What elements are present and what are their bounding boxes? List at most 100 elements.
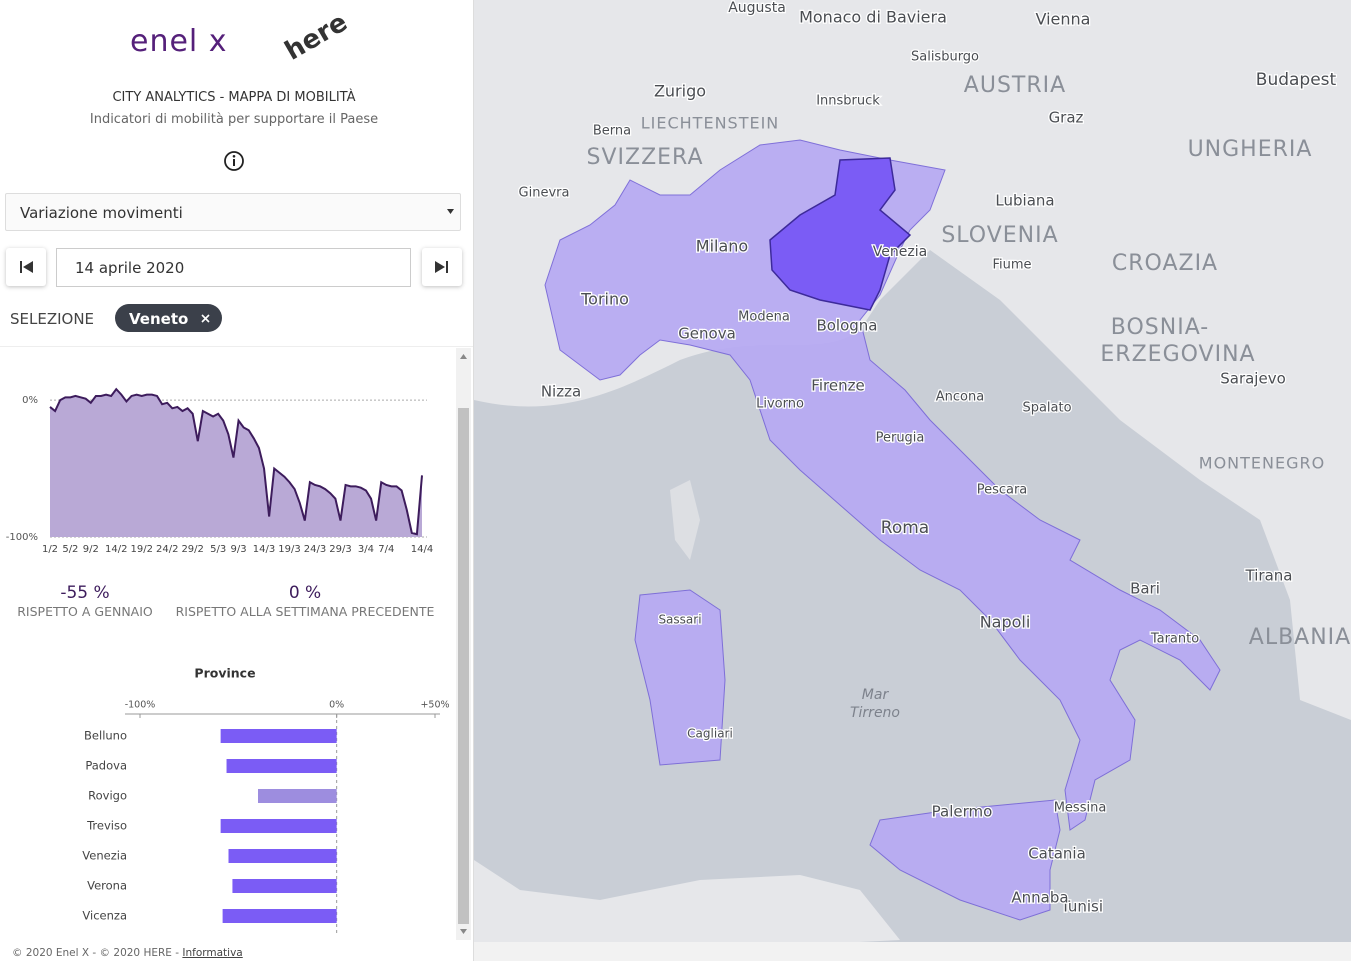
map-label: Annaba — [1011, 889, 1068, 907]
map-label: Budapest — [1256, 70, 1337, 90]
x-tick-label: 14/4 — [411, 544, 433, 555]
area — [50, 389, 422, 537]
bar — [220, 729, 337, 743]
x-tick-label: 3/4 — [358, 544, 374, 555]
map-label: Salisburgo — [911, 50, 979, 65]
map-label: Milano — [696, 237, 748, 256]
map-label: Genova — [678, 325, 736, 343]
map-label: Modena — [738, 310, 790, 325]
map-label: Innsbruck — [816, 94, 880, 109]
bar — [258, 789, 337, 803]
y-tick-label: 0% — [22, 395, 38, 406]
x-tick-label: 24/2 — [156, 544, 178, 555]
chip-remove[interactable] — [201, 314, 210, 323]
footer: © 2020 Enel X - © 2020 HERE - Informativ… — [12, 947, 243, 959]
map-label: Palermo — [932, 803, 993, 821]
map-label: Zurigo — [654, 82, 706, 101]
map-label: AUSTRIA — [964, 73, 1066, 98]
map-label: Tunisi — [1060, 898, 1103, 916]
side-panel: enel x here CITY ANALYTICS - MAPPA DI MO… — [0, 0, 474, 961]
x-tick-label: 5/3 — [210, 544, 226, 555]
x-tick-label: 19/2 — [130, 544, 152, 555]
bar — [232, 879, 337, 893]
next-button[interactable] — [422, 248, 462, 286]
map-label: UNGHERIA — [1188, 137, 1313, 162]
map-label: Sassari — [658, 613, 701, 627]
map-label: Catania — [1028, 845, 1086, 863]
selection-label: SELEZIONE — [10, 310, 95, 328]
map-label: Cagliari — [687, 727, 733, 741]
x-tick-label: 7/4 — [378, 544, 394, 555]
category-label: Belluno — [84, 729, 127, 743]
map-label: Napoli — [980, 613, 1031, 632]
map-label: Bari — [1130, 580, 1160, 598]
x-tick-label: 14/2 — [105, 544, 127, 555]
bar — [220, 819, 337, 833]
map-label: CROAZIA — [1112, 251, 1218, 276]
date-input[interactable]: 14 aprile 2020 — [56, 248, 411, 287]
map-label: Torino — [580, 290, 629, 309]
x-tick-label: 24/3 — [304, 544, 326, 555]
map-label: Tirana — [1245, 567, 1293, 585]
line — [49, 387, 423, 536]
map-label: Taranto — [1150, 632, 1199, 647]
x-tick-label: 14/3 — [253, 544, 275, 555]
bar — [226, 759, 337, 773]
map-label: Fiume — [992, 258, 1031, 273]
category-label: Verona — [87, 879, 127, 893]
map-label: ERZEGOVINA — [1100, 342, 1255, 367]
map-label: MONTENEGRO — [1199, 454, 1325, 473]
map-label: Nizza — [541, 383, 581, 401]
bar-chart-title: Province — [194, 666, 255, 681]
divider — [0, 346, 473, 347]
y-tick-label: -100% — [6, 532, 38, 543]
map-label: Graz — [1049, 109, 1084, 127]
indicator-dropdown[interactable]: Variazione movimenti — [5, 193, 461, 231]
info-button[interactable] — [223, 150, 245, 172]
map-label: Lubiana — [995, 192, 1054, 210]
map-label: Ginevra — [519, 186, 570, 201]
map-label: Augusta — [728, 0, 786, 16]
x-tick-label: 9/2 — [83, 544, 99, 555]
selection-chip[interactable]: Veneto — [115, 304, 222, 332]
map-label: Mar — [862, 687, 890, 703]
privacy-link[interactable]: Informativa — [182, 947, 243, 959]
map-label: Bologna — [816, 317, 877, 335]
prev-button[interactable] — [6, 248, 46, 286]
app-title: CITY ANALYTICS - MAPPA DI MOBILITÀ — [112, 90, 356, 105]
category-label: Vicenza — [82, 909, 127, 923]
map-label: Firenze — [811, 377, 864, 395]
map-label: Vienna — [1036, 10, 1091, 29]
map-label: SLOVENIA — [941, 223, 1058, 248]
map-label: Spalato — [1022, 401, 1071, 416]
x-tick-label: 9/3 — [231, 544, 247, 555]
prev-icon — [20, 261, 33, 273]
x-tick-label: -100% — [125, 700, 156, 711]
map-label: Perugia — [876, 431, 925, 446]
app-subtitle: Indicatori di mobilità per supportare il… — [89, 112, 379, 127]
category-label: Treviso — [86, 819, 127, 833]
map-label: Livorno — [756, 397, 804, 412]
map-label: SVIZZERA — [587, 145, 704, 170]
x-tick-label: 0% — [329, 700, 344, 711]
stat-value: 0 % — [288, 583, 322, 603]
scrollbar[interactable] — [456, 348, 471, 940]
bar — [222, 909, 337, 923]
next-icon — [435, 261, 448, 273]
map-label: Monaco di Baviera — [799, 8, 947, 27]
map[interactable]: AUSTRIA SVIZZERA SLOVENIA CROAZIA UNGHERIA BO… — [474, 0, 1351, 961]
map-label: Sarajevo — [1220, 370, 1286, 388]
map-label: Pescara — [977, 483, 1028, 498]
map-label: Roma — [881, 518, 929, 538]
stat-value: -55 % — [60, 583, 110, 603]
charts: Province 0%-100%1/2 5/2 9/2 14/2 19/2 24/2 29/… — [6, 387, 450, 935]
map-label: LIECHTENSTEIN — [641, 114, 780, 133]
dropdown-value: Variazione movimenti — [20, 204, 183, 222]
x-tick-label: +50% — [420, 700, 449, 711]
map-label: Venezia — [873, 244, 927, 260]
stat-label: RISPETTO ALLA SETTIMANA PRECEDENTE — [175, 604, 435, 619]
map-label: ALBANIA — [1249, 625, 1351, 650]
dropdown-arrow — [447, 209, 454, 214]
map-label: Messina — [1054, 801, 1107, 816]
